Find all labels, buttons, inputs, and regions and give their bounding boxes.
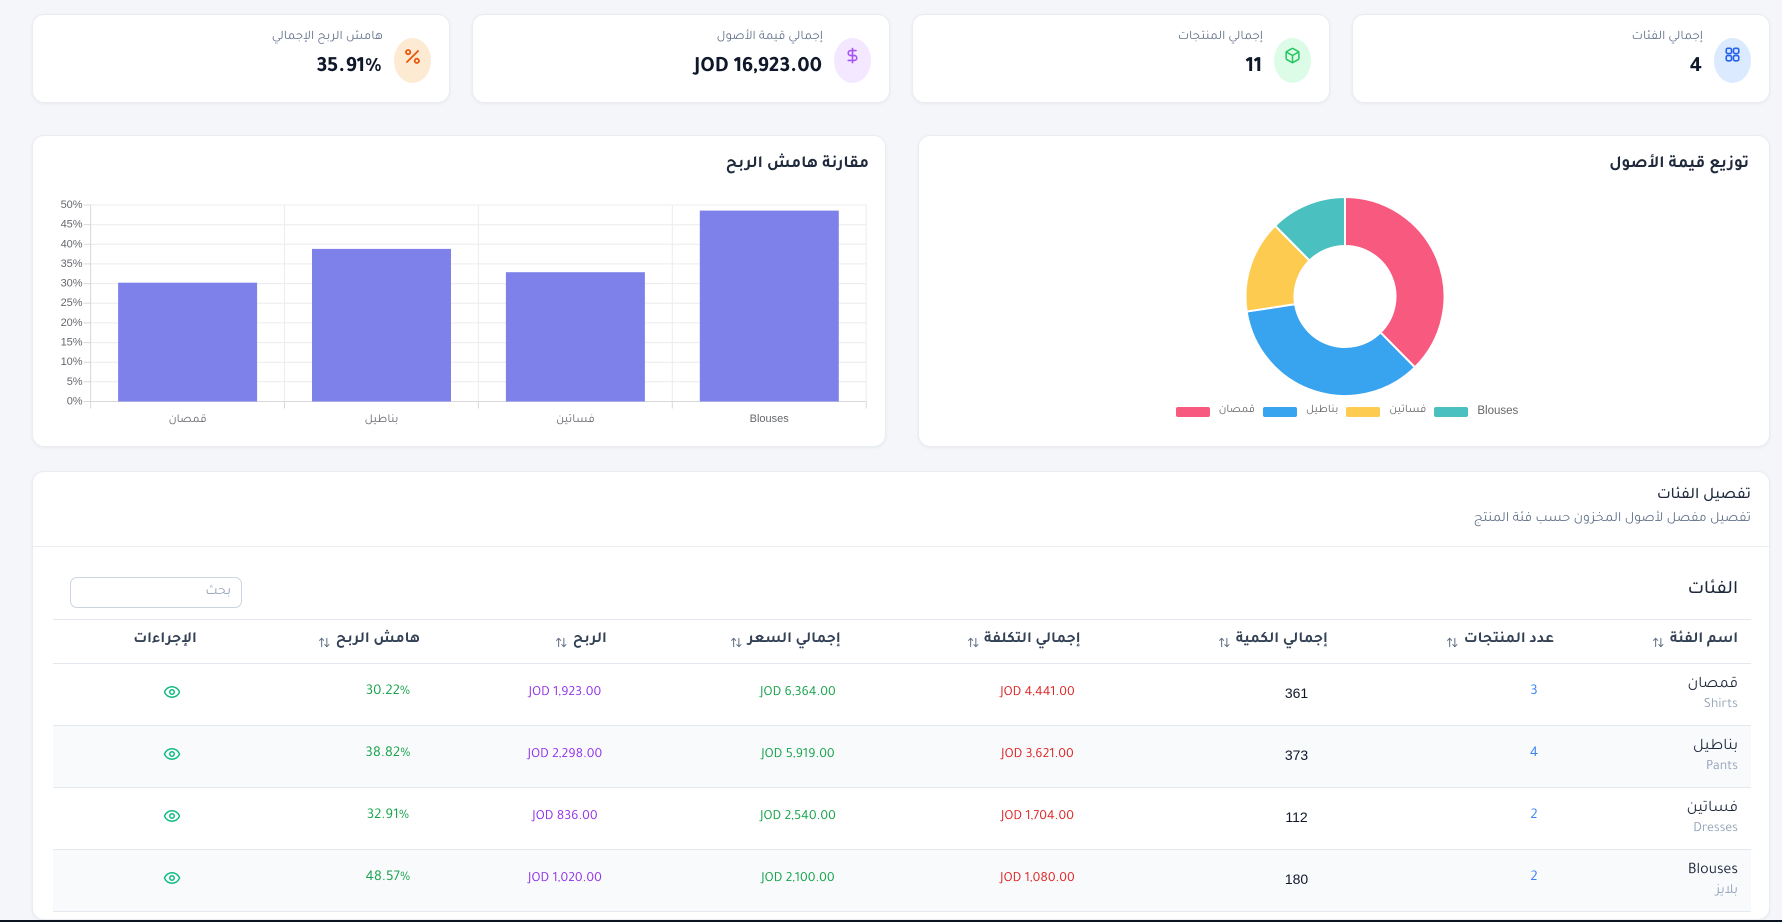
svg-text:40%: 40%	[61, 238, 83, 250]
svg-text:بناطيل: بناطيل	[365, 414, 399, 427]
svg-text:5%: 5%	[67, 376, 83, 388]
svg-text:Blouses: Blouses	[750, 413, 790, 425]
svg-text:0%: 0%	[67, 396, 83, 408]
svg-text:قمصان: قمصان	[169, 414, 207, 427]
svg-text:15%: 15%	[61, 337, 83, 349]
svg-text:فساتين: فساتين	[556, 414, 595, 427]
svg-text:45%: 45%	[61, 219, 83, 231]
svg-text:50%: 50%	[61, 199, 83, 211]
svg-text:30%: 30%	[61, 278, 83, 290]
svg-text:20%: 20%	[61, 317, 83, 329]
svg-text:10%: 10%	[61, 356, 83, 368]
svg-text:25%: 25%	[61, 297, 83, 309]
svg-text:35%: 35%	[61, 258, 83, 270]
